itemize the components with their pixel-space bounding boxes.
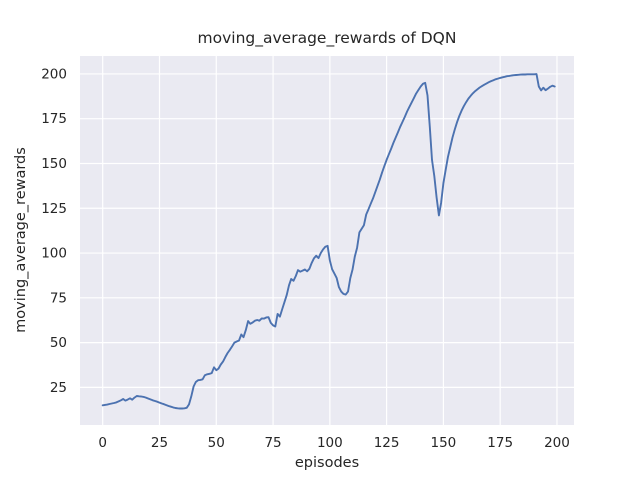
y-tick-label: 100 [41,246,67,262]
y-tick-label: 200 [41,66,67,82]
y-tick-label: 75 [50,290,67,306]
x-tick-label: 125 [374,435,400,451]
grid-layer [80,56,574,425]
line-layer [101,73,556,410]
tick-layer: 0 25 50 75 100 125 150 175 200 25 50 75 100 125 150 175… [41,66,570,451]
x-tick-label: 25 [151,435,168,451]
x-tick-label: 175 [487,435,513,451]
x-tick-label: 100 [317,435,343,451]
plot-area [80,56,574,425]
chart-title: moving_average_rewards of DQN [198,29,457,48]
y-tick-label: 25 [50,380,67,396]
x-tick-label: 75 [264,435,281,451]
x-axis-label: episodes [295,455,359,471]
reward-line [101,73,556,410]
y-axis-label: moving_average_rewards [13,147,29,333]
y-tick-label: 125 [41,201,67,217]
y-tick-label: 50 [50,335,67,351]
x-tick-label: 200 [544,435,570,451]
x-tick-label: 50 [208,435,225,451]
y-tick-label: 150 [41,156,67,172]
x-tick-label: 150 [431,435,457,451]
y-tick-label: 175 [41,111,67,127]
x-tick-label: 0 [98,435,107,451]
